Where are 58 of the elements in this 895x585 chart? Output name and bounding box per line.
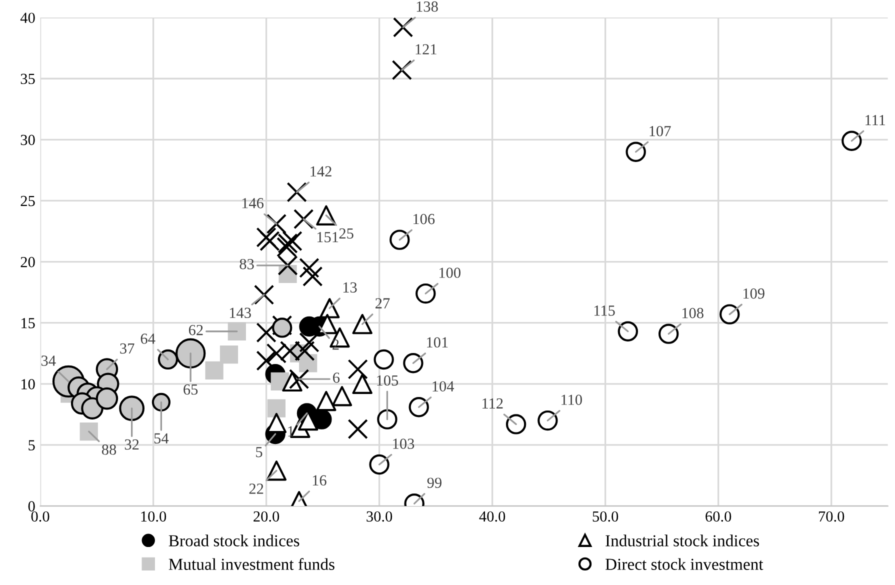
- legend-label: Broad stock indices: [168, 534, 300, 546]
- annotation: 64: [140, 334, 156, 344]
- annotation: 100: [439, 268, 460, 278]
- annotation: 1: [288, 426, 294, 436]
- y-tick-label: 20: [20, 256, 35, 268]
- annotation: 13: [343, 282, 357, 293]
- y-tick-label: 0: [28, 501, 35, 512]
- annotation: 34: [41, 356, 56, 366]
- annotation: 32: [124, 439, 139, 450]
- annotation: 62: [188, 324, 203, 336]
- annotation: 110: [562, 394, 582, 405]
- annotation: 83: [240, 258, 254, 270]
- y-tick-label: 30: [20, 134, 35, 146]
- x-tick-label: 0.0: [31, 511, 50, 522]
- annotation: 105: [377, 375, 398, 386]
- annotation: 112: [482, 398, 503, 408]
- annotation: 101: [427, 337, 448, 348]
- x-tick-label: 30.0: [366, 511, 392, 522]
- annotation: 109: [743, 288, 764, 299]
- annotation: 103: [393, 438, 414, 449]
- legend-label: Direct stock investment: [605, 558, 764, 570]
- y-tick-label: 5: [28, 440, 35, 450]
- y-tick-label: 25: [20, 196, 35, 206]
- y-tick-label: 35: [20, 74, 35, 84]
- annotation: 104: [432, 381, 454, 392]
- annotation: 106: [413, 214, 435, 224]
- annotation: 107: [650, 126, 671, 136]
- annotation: 54: [154, 433, 169, 444]
- annotation: 25: [339, 228, 354, 239]
- annotation: 37: [120, 343, 134, 354]
- annotation: 5: [256, 447, 262, 458]
- annotation: 108: [682, 308, 704, 318]
- annotation: 142: [310, 166, 332, 176]
- annotation: 6: [333, 372, 340, 383]
- annotation: 99: [427, 478, 442, 488]
- annotation: 27: [376, 298, 390, 308]
- y-tick-label: 40: [20, 12, 35, 23]
- legend-label: Mutual investment funds: [168, 558, 334, 570]
- annotation: 88: [102, 444, 116, 455]
- annotation: 16: [312, 475, 326, 486]
- x-tick-label: 60.0: [706, 511, 732, 522]
- annotation: 138: [416, 1, 438, 12]
- x-tick-label: 70.0: [818, 511, 844, 522]
- annotation: 115: [594, 306, 615, 316]
- y-tick-label: 15: [21, 318, 35, 328]
- x-tick-label: 10.0: [141, 511, 166, 522]
- annotation: 22: [249, 484, 264, 494]
- annotation: 111: [866, 115, 886, 126]
- annotation: 143: [230, 308, 251, 318]
- annotation: 121: [416, 44, 436, 54]
- legend-label: Industrial stock indices: [606, 534, 760, 546]
- x-tick-label: 40.0: [479, 511, 506, 522]
- annotation: 65: [184, 384, 198, 395]
- x-tick-label: 50.0: [592, 511, 618, 522]
- annotation: 146: [242, 198, 264, 208]
- annotation: 151: [317, 232, 338, 242]
- x-tick-label: 20.0: [254, 511, 280, 522]
- y-tick-label: 10: [21, 379, 35, 390]
